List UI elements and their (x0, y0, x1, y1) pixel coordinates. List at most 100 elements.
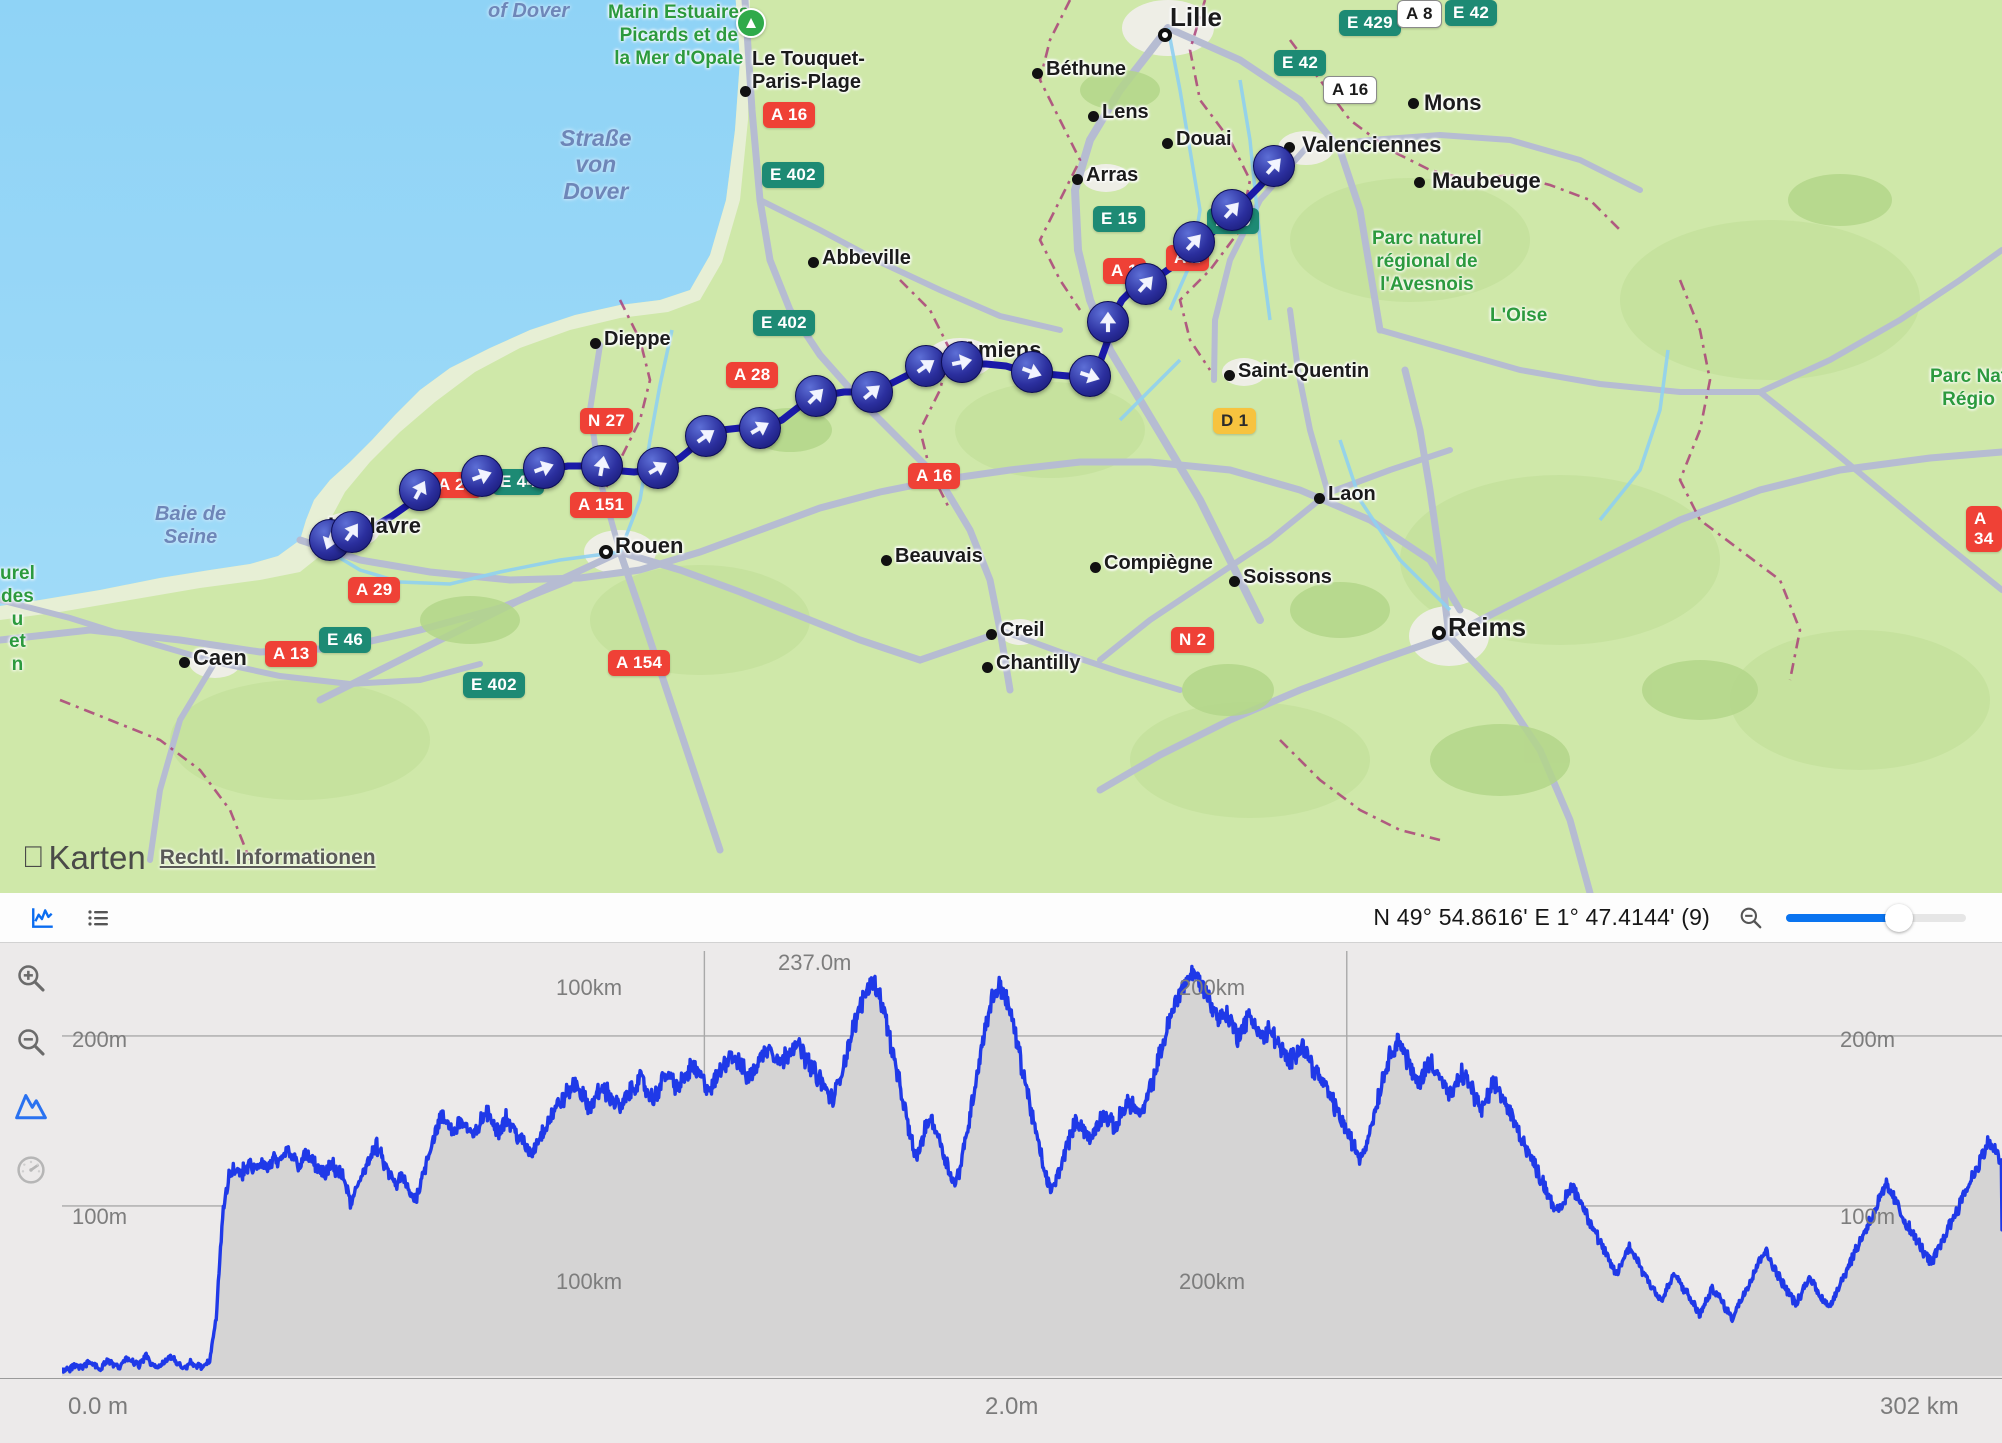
route-waypoint-marker[interactable] (1211, 189, 1253, 231)
city-dot-b-thune (1032, 68, 1043, 79)
elevation-icon[interactable] (12, 1087, 50, 1125)
park-pin-icon[interactable]: ▲ (736, 8, 766, 38)
elevation-area-fill (62, 966, 2002, 1376)
y-axis-label-100m-left: 100m (72, 1204, 128, 1229)
city-dot-douai (1162, 138, 1173, 149)
route-waypoint-marker[interactable] (685, 415, 727, 457)
city-dot-saint-quentin (1224, 370, 1235, 381)
map-panel[interactable]: of Dover Straße von Dover Baie de Seine Marin… (0, 0, 2002, 893)
city-dot-laon (1314, 493, 1325, 504)
x-axis-end-label: 302 km (1880, 1393, 1959, 1420)
zoom-slider[interactable] (1786, 903, 1966, 932)
route-waypoint-marker[interactable] (581, 445, 623, 487)
city-dot-chantilly (982, 662, 993, 673)
coordinate-readout: N 49° 54.8616' E 1° 47.4144' (9) (1373, 904, 1710, 930)
zoom-out-icon[interactable] (12, 1023, 50, 1061)
road-shield-e15[interactable]: E 15 (1093, 206, 1146, 232)
road-shield-e42[interactable]: E 42 (1274, 50, 1327, 76)
road-shield-a13[interactable]: A 13 (265, 641, 318, 667)
route-waypoint-marker[interactable] (523, 447, 565, 489)
list-icon[interactable] (82, 902, 116, 934)
route-waypoint-marker[interactable] (795, 375, 837, 417)
route-waypoint-marker[interactable] (1087, 301, 1129, 343)
speed-icon[interactable] (12, 1151, 50, 1189)
city-dot-lille (1158, 28, 1172, 42)
elevation-chart-svg (62, 951, 2002, 1376)
route-waypoint-marker[interactable] (905, 345, 947, 387)
profile-tool-rail[interactable] (0, 943, 62, 1443)
road-shield-e46[interactable]: E 46 (319, 627, 372, 653)
y-axis-label-200m-left: 200m (72, 1027, 128, 1052)
city-dot-mons (1408, 98, 1419, 109)
y-axis-label-100m-right: 100m (1840, 1204, 1896, 1229)
x-gridline-label-100km-top: 100km (556, 975, 623, 1000)
road-shield-a16[interactable]: A 16 (763, 102, 816, 128)
city-dot-dieppe (590, 338, 601, 349)
city-dot-creil (986, 629, 997, 640)
road-shield-n2[interactable]: N 2 (1171, 627, 1215, 653)
route-waypoint-marker[interactable] (941, 341, 983, 383)
road-shield-e429[interactable]: E 429 (1339, 10, 1401, 36)
city-dot-arras (1072, 174, 1083, 185)
road-shield-a151[interactable]: A 151 (570, 492, 633, 518)
legal-info-link[interactable]: Rechtl. Informationen (137, 846, 376, 869)
route-waypoint-marker[interactable] (399, 469, 441, 511)
city-dot-reims (1432, 626, 1446, 640)
city-dot-maubeuge (1414, 177, 1425, 188)
x-gridline-label-200km-top: 200km (1179, 975, 1246, 1000)
route-waypoint-marker[interactable] (331, 511, 373, 553)
max-elevation-label: 237.0m (778, 950, 852, 975)
road-shield-e402[interactable]: E 402 (762, 162, 824, 188)
chart-bottom-axis: 0.0 m 2.0m 302 km (0, 1378, 2002, 1443)
x-gridline-label-200km-bottom: 200km (1179, 1269, 1246, 1294)
map-attribution:  Karten Rechtl. Informationen (22, 839, 376, 877)
city-dot-beauvais (881, 555, 892, 566)
route-waypoint-marker[interactable] (1253, 145, 1295, 187)
road-shield-a28[interactable]: A 28 (726, 362, 779, 388)
road-shield-a16[interactable]: A 16 (1323, 76, 1378, 104)
route-waypoint-marker[interactable] (461, 455, 503, 497)
x-gridline-label-100km-bottom: 100km (556, 1269, 623, 1294)
line-chart-icon[interactable] (26, 902, 60, 934)
city-dot-soissons (1229, 576, 1240, 587)
road-shield-d1[interactable]: D 1 (1213, 408, 1257, 434)
route-waypoint-marker[interactable] (851, 371, 893, 413)
route-waypoint-marker[interactable] (739, 407, 781, 449)
city-dot-le-touquet-paris-plage (740, 86, 751, 97)
y-axis-label-200m-right: 200m (1840, 1027, 1896, 1052)
city-dot-abbeville (808, 257, 819, 268)
road-shield-n27[interactable]: N 27 (580, 408, 634, 434)
zoom-slider-fill (1786, 913, 1894, 922)
route-waypoint-marker[interactable] (1069, 355, 1111, 397)
elevation-line (62, 964, 2002, 1374)
karten-label: Karten (26, 839, 146, 876)
road-shield-e402[interactable]: E 402 (463, 672, 525, 698)
route-waypoint-marker[interactable] (1011, 351, 1053, 393)
road-shield-e42[interactable]: E 42 (1445, 0, 1498, 26)
city-dot-lens (1088, 111, 1099, 122)
road-shield-e402[interactable]: E 402 (753, 310, 815, 336)
road-shield-a154[interactable]: A 154 (608, 650, 671, 676)
map-base-svg (0, 0, 2002, 893)
elevation-chart[interactable]: 200m 100m 200m 100m 237.0m 100km 100km 2… (62, 950, 2002, 1376)
route-waypoint-marker[interactable] (1125, 263, 1167, 305)
apple-maps-logo:  Karten (22, 839, 146, 877)
elevation-profile-panel[interactable]: 200m 100m 200m 100m 237.0m 100km 100km 2… (0, 943, 2002, 1443)
route-waypoint-marker[interactable] (637, 447, 679, 489)
route-waypoint-marker[interactable] (1173, 221, 1215, 263)
apple-logo-icon:  (22, 841, 45, 875)
x-axis-mid-label: 2.0m (985, 1393, 1039, 1420)
road-shield-a29[interactable]: A 29 (348, 577, 401, 603)
city-dot-caen (179, 657, 190, 668)
zoom-slider-knob[interactable] (1885, 903, 1913, 932)
city-dot-valenciennes (1284, 142, 1295, 153)
magnifier-minus-icon[interactable] (1734, 902, 1768, 934)
road-shield-a34[interactable]: A 34 (1966, 506, 2002, 552)
x-axis-start-label: 0.0 m (68, 1393, 129, 1420)
zoom-in-icon[interactable] (12, 959, 50, 997)
road-shield-a16[interactable]: A 16 (908, 463, 961, 489)
city-dot-compi-gne (1090, 562, 1101, 573)
profile-toolbar[interactable]: N 49° 54.8616' E 1° 47.4144' (9) (0, 893, 2002, 943)
road-shield-a8[interactable]: A 8 (1397, 0, 1442, 28)
city-dot-rouen (599, 545, 613, 559)
